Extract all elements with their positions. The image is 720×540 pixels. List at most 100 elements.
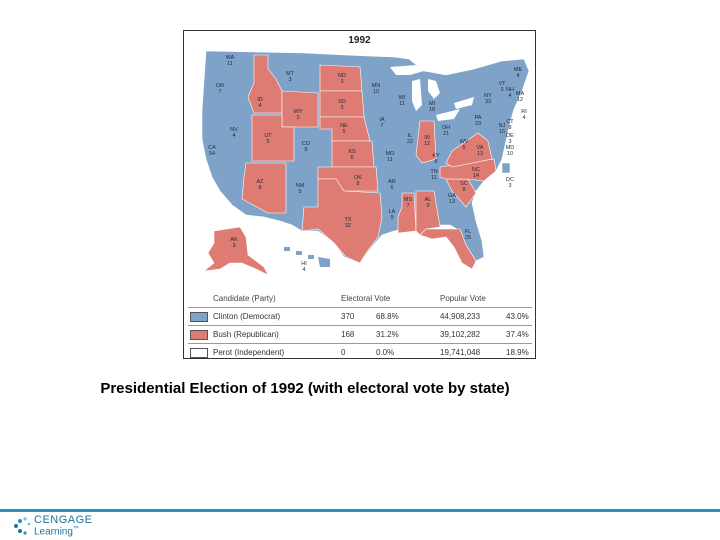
state-ev-tn: 11 <box>431 175 437 181</box>
state-ev-nd: 3 <box>340 79 343 85</box>
state-shape-in <box>415 120 437 164</box>
state-shape-nc <box>439 158 497 182</box>
state-label-dc: DC <box>506 177 514 183</box>
brand-name: CENGAGE <box>34 514 93 526</box>
state-label-nh: NH <box>506 87 514 93</box>
state-label-nv: NV <box>230 127 238 133</box>
state-ev-ne: 5 <box>342 129 345 135</box>
state-ev-mo: 11 <box>387 157 393 163</box>
state-ev-ms: 7 <box>406 203 409 209</box>
state-ev-nv: 4 <box>232 133 235 139</box>
state-label-nj: NJ <box>499 123 506 129</box>
slide-caption: Presidential Election of 1992 (with elec… <box>100 380 510 397</box>
state-ev-az: 8 <box>258 185 261 191</box>
state-shape-va <box>445 132 493 168</box>
state-ev-sd: 3 <box>340 105 343 111</box>
state-label-ga: GA <box>448 193 456 199</box>
state-ev-me: 4 <box>516 73 519 79</box>
legend-electoral-vote: 370 <box>341 312 355 321</box>
state-ev-il: 22 <box>407 139 413 145</box>
legend-divider <box>188 343 532 344</box>
legend-row-clinton: Clinton (Democrat) 370 68.8% 44,908,233 … <box>188 309 532 324</box>
state-ev-ma: 12 <box>517 97 523 103</box>
state-label-fl: FL <box>465 229 471 235</box>
state-label-ak: AK <box>230 237 238 243</box>
state-label-wi: WI <box>399 95 406 101</box>
state-ev-ak: 3 <box>232 243 235 249</box>
legend-candidate: Clinton (Democrat) <box>213 312 281 321</box>
state-ev-ar: 6 <box>390 185 393 191</box>
state-ev-nj: 15 <box>499 129 505 135</box>
state-ev-wv: 5 <box>462 145 465 151</box>
state-label-nc: NC <box>472 167 480 173</box>
state-label-mn: MN <box>372 83 381 89</box>
state-ev-nm: 5 <box>298 189 301 195</box>
cengage-dots-icon <box>14 517 31 535</box>
state-ev-md: 10 <box>507 151 513 157</box>
state-shape-fl <box>419 228 477 270</box>
legend-header-electoral: Electoral Vote <box>341 294 391 303</box>
state-ev-va: 13 <box>477 151 483 157</box>
map-year-title: 1992 <box>348 35 371 46</box>
state-ev-oh: 21 <box>443 131 449 137</box>
legend-popular-vote: 39,102,282 <box>440 330 481 339</box>
great-lakes <box>390 65 474 121</box>
state-ev-vt: 3 <box>500 87 503 93</box>
state-label-ok: OK <box>354 175 362 181</box>
state-shape-hi <box>284 247 330 267</box>
state-ev-hi: 4 <box>302 267 305 273</box>
state-ev-ut: 5 <box>266 139 269 145</box>
state-ev-ct: 8 <box>508 125 511 131</box>
state-label-ky: KY <box>432 153 440 159</box>
legend-popular-vote: 19,741,048 <box>440 348 481 357</box>
state-ev-ia: 7 <box>380 123 383 129</box>
legend-swatch-independent <box>190 348 208 358</box>
state-ev-nc: 14 <box>473 173 479 179</box>
state-label-ut: UT <box>264 133 272 139</box>
state-label-ca: CA <box>208 145 216 151</box>
state-label-il: IL <box>408 133 413 139</box>
state-label-md: MD <box>506 145 515 151</box>
state-label-mt: MT <box>286 71 295 77</box>
state-label-wa: WA <box>226 55 235 61</box>
legend-popular-vote: 44,908,233 <box>440 312 481 321</box>
legend-divider <box>188 325 532 326</box>
state-label-mi: MI <box>429 101 436 107</box>
legend-electoral-vote: 0 <box>341 348 346 357</box>
state-label-oh: OH <box>442 125 450 131</box>
state-ev-wa: 11 <box>227 61 233 67</box>
legend-row-bush: Bush (Republican) 168 31.2% 39,102,282 3… <box>188 327 532 342</box>
state-ev-or: 7 <box>218 89 221 95</box>
state-label-pa: PA <box>475 115 482 121</box>
state-label-ny: NY <box>484 93 492 99</box>
state-label-in: IN <box>424 135 430 141</box>
state-ev-ny: 33 <box>485 99 491 105</box>
state-ev-ky: 8 <box>434 159 437 165</box>
state-label-co: CO <box>302 141 311 147</box>
state-label-ia: IA <box>379 117 385 123</box>
state-label-de: DE <box>506 133 514 139</box>
legend-header-popular: Popular Vote <box>440 294 486 303</box>
state-label-sd: SD <box>338 99 346 105</box>
brand-mark: ™ <box>72 526 79 532</box>
state-label-wy: WY <box>294 109 303 115</box>
state-label-ri: RI <box>521 109 527 115</box>
state-label-tn: TN <box>430 169 437 175</box>
state-label-ma: MA <box>516 91 525 97</box>
state-label-id: ID <box>257 97 263 103</box>
legend-popular-pct: 43.0% <box>506 312 529 321</box>
state-ev-mt: 3 <box>288 77 291 83</box>
state-ev-la: 9 <box>390 215 393 221</box>
legend-swatch-democrat <box>190 312 208 322</box>
state-ev-dc: 3 <box>508 183 511 189</box>
state-ev-ri: 4 <box>522 115 525 121</box>
state-label-wv: WV <box>460 139 469 145</box>
legend-electoral-pct: 68.8% <box>376 312 399 321</box>
legend-swatch-republican <box>190 330 208 340</box>
state-shape-ut <box>251 114 295 162</box>
state-shape-ak <box>202 226 269 276</box>
election-figure: 1992 WA 11 OR 7 CA 54 NV 4 ID 4 MT 3 WY 3 UT 5 AZ 8 CO 8 NM 5… <box>183 30 536 359</box>
state-label-la: LA <box>389 209 396 215</box>
legend-candidate: Bush (Republican) <box>213 330 279 339</box>
state-label-or: OR <box>216 83 224 89</box>
